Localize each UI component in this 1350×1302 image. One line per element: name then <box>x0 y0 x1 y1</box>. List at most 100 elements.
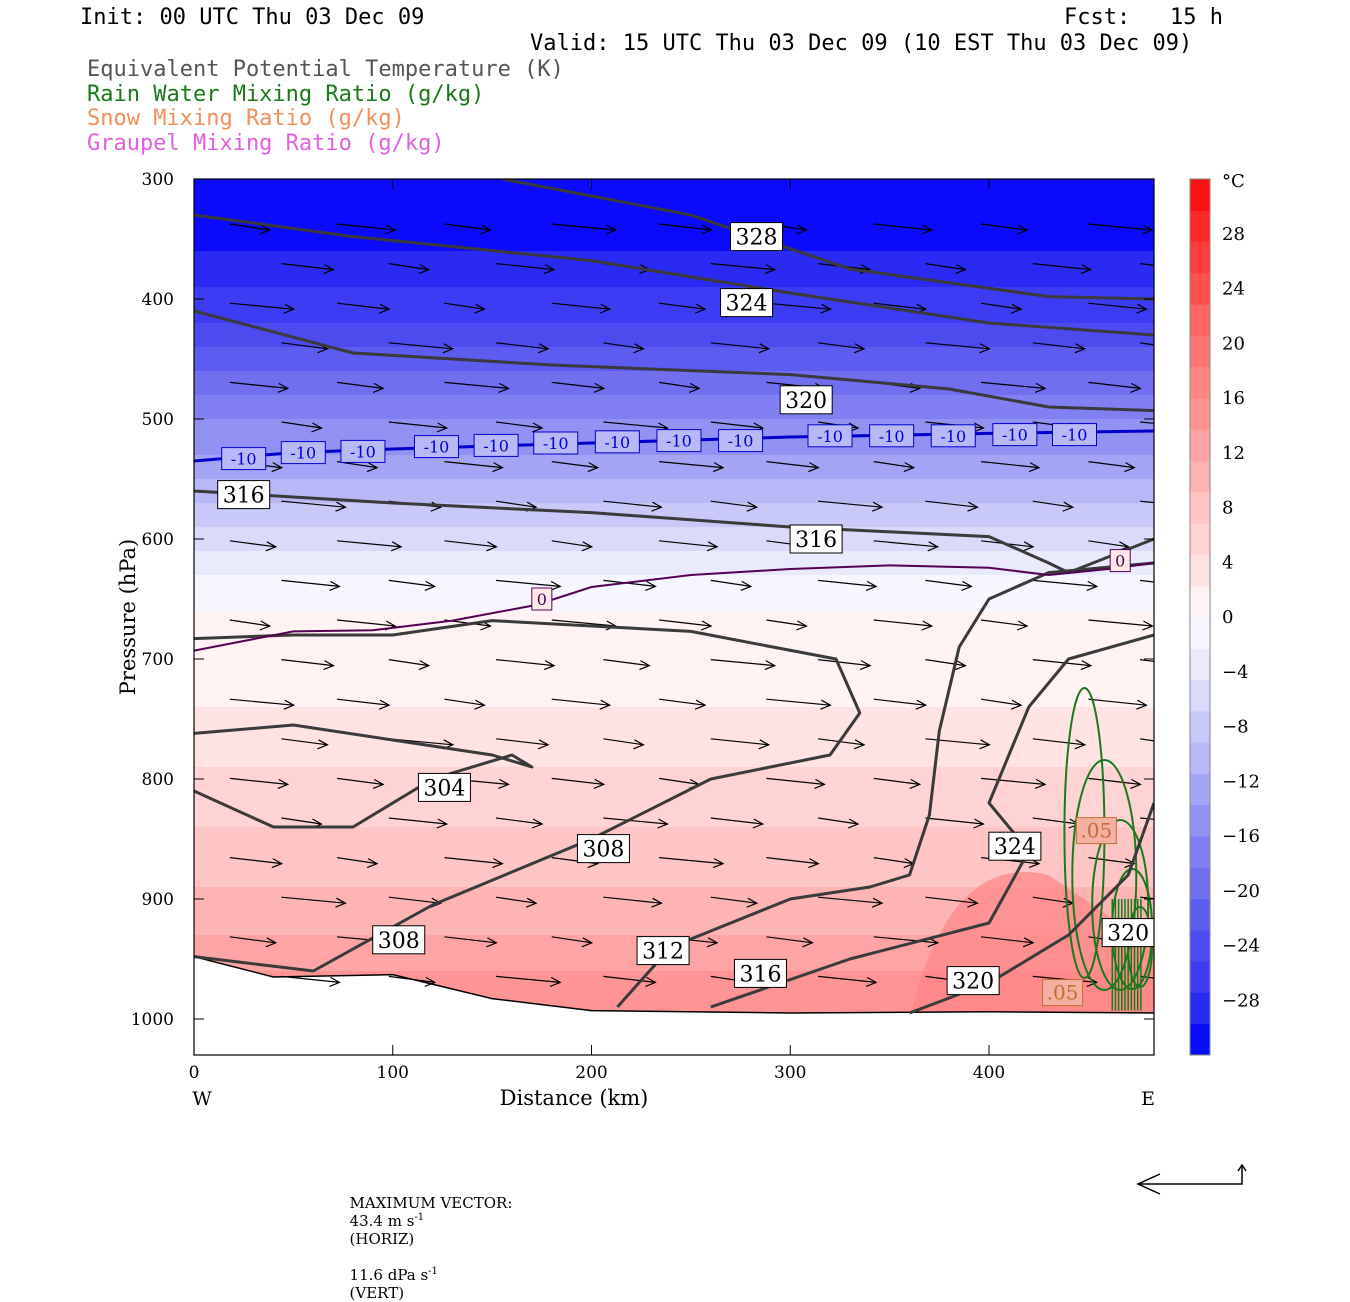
wind-arrow <box>766 302 832 314</box>
colorbar-swatch <box>1190 648 1210 681</box>
wind-arrow <box>818 579 878 591</box>
wind-arrow <box>388 263 431 275</box>
temp-band <box>194 371 1154 396</box>
theta-e-label-box <box>372 925 426 955</box>
theta-e-line <box>194 619 862 973</box>
temp-band <box>194 659 1154 708</box>
isotherm-label: -10 <box>728 432 754 451</box>
wind-arrow <box>603 342 645 354</box>
wind-arrow <box>388 579 437 591</box>
colorbar-tick-label: 28 <box>1222 224 1245 245</box>
wind-arrow <box>710 579 753 591</box>
wind-arrow <box>925 579 973 591</box>
wind-arrow <box>496 421 544 433</box>
temp-band <box>194 323 1154 348</box>
colorbar-swatch <box>1190 836 1210 868</box>
theta-e-label: 328 <box>735 226 777 251</box>
colorbar-tick-label: 8 <box>1222 498 1233 519</box>
wind-arrow <box>818 659 872 671</box>
wind-arrow <box>766 619 808 631</box>
wind-arrow <box>925 263 967 275</box>
isotherm-label-box <box>473 433 519 457</box>
wind-arrow <box>337 857 379 869</box>
wind-arrow <box>281 975 341 987</box>
y-tick-label: 1000 <box>131 1010 174 1030</box>
wind-arrow <box>1088 619 1154 631</box>
colorbar-swatch <box>1190 617 1210 649</box>
colorbar-swatch <box>1190 241 1210 274</box>
theta-e-label: 304 <box>423 776 465 801</box>
theta-e-label: 316 <box>739 962 781 987</box>
colorbar-tick-label: 20 <box>1222 333 1245 354</box>
wind-arrow <box>766 857 820 869</box>
rain-label-box <box>1075 817 1117 845</box>
wind-arrow <box>1140 817 1154 820</box>
theta-e-label: 308 <box>378 929 420 954</box>
y-tick-label: 500 <box>142 410 174 430</box>
wind-arrow <box>1088 698 1148 710</box>
wind-arrow <box>281 896 347 908</box>
wind-arrow <box>1088 461 1136 473</box>
theta-e-label: 320 <box>785 389 827 414</box>
wind-arrow <box>659 223 713 235</box>
x-tick-label: 300 <box>774 1063 806 1083</box>
wind-arrow <box>925 659 967 671</box>
y-tick-label: 300 <box>142 170 174 190</box>
theta-e-label: 320 <box>952 970 994 995</box>
wind-arrow <box>659 619 713 631</box>
wind-arrow <box>981 936 1035 948</box>
field-legend-1: Rain Water Mixing Ratio (g/kg) <box>87 81 485 107</box>
wind-arrow <box>603 738 645 750</box>
rain-contour <box>1071 759 1138 991</box>
colorbar-swatch <box>1190 335 1210 368</box>
theta-e-label-box <box>1101 918 1154 948</box>
colorbar-tick-label: −4 <box>1222 662 1249 683</box>
wind-arrow <box>281 579 341 591</box>
isotherms: -10 -10 -10 -10 -10 -10 -10 -10 -10 -10 -10 -10 -10 -… <box>194 423 1154 652</box>
wind-arrow <box>281 263 335 275</box>
isotherm-label: -10 <box>879 427 905 446</box>
wind-arrow <box>1088 777 1142 789</box>
temp-band <box>194 575 1154 612</box>
colorbar-swatch <box>1190 366 1210 399</box>
rain-water-contours: .05 .05 <box>1042 687 1154 1011</box>
wind-arrow <box>229 619 272 631</box>
field-legend-0: Equivalent Potential Temperature (K) <box>87 57 564 82</box>
wind-arrow <box>496 659 556 671</box>
wind-arrow <box>281 738 329 750</box>
theta-e-line <box>710 633 1154 1009</box>
theta-e-label-box <box>729 222 783 252</box>
terrain-mask <box>194 956 1154 1055</box>
wind-arrow <box>388 421 449 433</box>
wind-arrow <box>229 857 284 869</box>
isotherm-label: 0 <box>1115 552 1125 571</box>
theta-e-label-box <box>636 936 690 966</box>
theta-e-label-box <box>946 966 1000 996</box>
y-axis-label: Pressure (hPa) <box>116 539 140 695</box>
wind-arrow <box>925 896 979 908</box>
x-axis-label: Distance (km) <box>500 1086 649 1110</box>
wind-arrow <box>337 540 403 552</box>
colorbar-swatch <box>1190 679 1210 712</box>
wind-arrow <box>925 500 979 512</box>
wind-arrow <box>229 381 290 393</box>
theta-e-label: 316 <box>223 484 265 509</box>
wind-arrow <box>551 540 594 552</box>
rain-contour <box>1091 819 1150 991</box>
forecast-hour: Fcst: 15 h <box>1064 5 1223 30</box>
wind-arrow <box>766 777 826 789</box>
isotherm-label-box <box>221 447 267 471</box>
colorbar-swatch <box>1190 491 1210 524</box>
colorbar-tick-label: 0 <box>1222 607 1233 628</box>
theta-e-label-box <box>417 772 471 802</box>
isotherm-label-box <box>1051 423 1097 447</box>
wind-arrow <box>659 857 725 869</box>
temp-band <box>194 707 1154 768</box>
isotherm-label-box <box>869 424 915 448</box>
temp-band <box>194 347 1154 372</box>
wind-arrow <box>551 461 600 473</box>
colorbar-swatch <box>1190 179 1210 211</box>
theta-e-label: 320 <box>1107 922 1149 947</box>
wind-arrow <box>818 975 878 987</box>
wind-arrow <box>337 777 385 789</box>
